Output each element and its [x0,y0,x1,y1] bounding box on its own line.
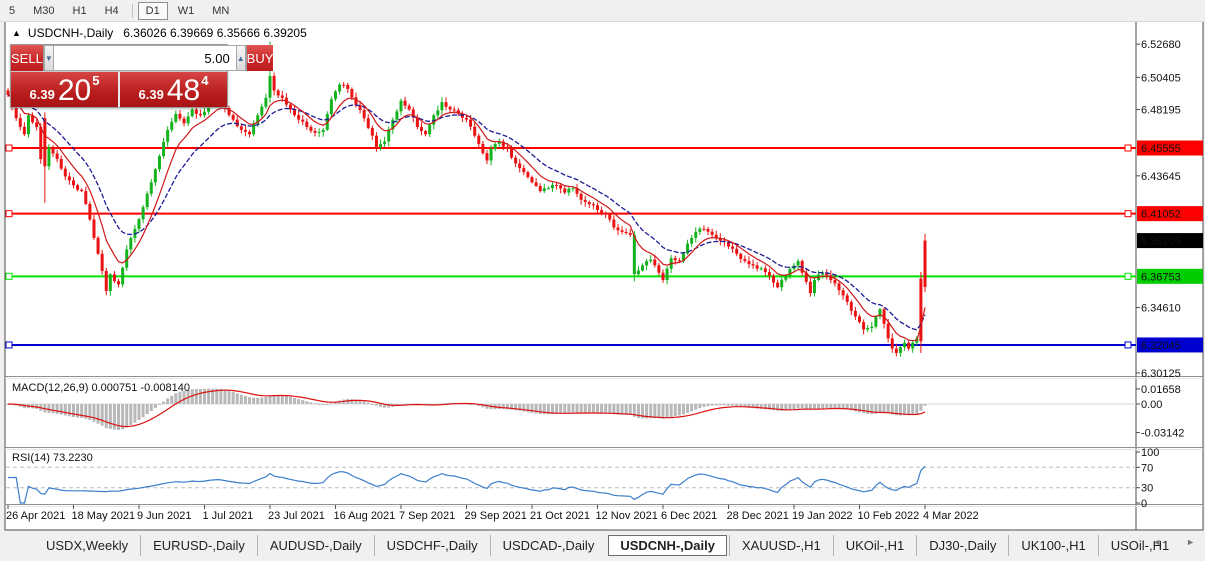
timeframe-button-h1[interactable]: H1 [72,4,87,17]
chart-header: ▲ USDCNH-,Daily 6.36026 6.39669 6.35666 … [12,26,307,40]
hline-handle[interactable] [1124,272,1132,280]
tab-usoil-h1[interactable]: USOil-,H1 [1097,534,1182,556]
tab-eurusd-daily[interactable]: EURUSD-,Daily [140,534,257,556]
one-click-trade-panel: SELL ▼ ▲ BUY 6.39 20 5 6.39 48 4 [10,44,274,108]
price-axis-tick-label: 6.52680 [1141,39,1181,51]
date-axis-label: 28 Dec 2021 [727,510,789,522]
rsi-axis-tick-label: 0 [1141,498,1147,510]
sell-price-pip-digit: 5 [92,73,100,88]
price-axis-tick-label: 6.34610 [1141,303,1181,315]
hline-handle[interactable] [5,144,13,152]
hline-handle[interactable] [1124,341,1132,349]
toolbar-divider [131,3,133,18]
date-axis-label: 29 Sep 2021 [465,510,527,522]
date-axis-label: 21 Oct 2021 [530,510,590,522]
price-axis-badge-label: 6.39205 [1141,236,1181,248]
volume-input[interactable] [53,45,236,71]
timeframe-button-mn[interactable]: MN [212,4,230,17]
timeframe-button-m5[interactable]: 5 [9,4,16,17]
tab-dj30-daily[interactable]: DJ30-,Daily [916,534,1008,556]
price-axis-badge-label: 6.45555 [1141,143,1181,155]
rsi-line [8,465,926,504]
date-axis-label: 19 Jan 2022 [792,510,853,522]
tab-xauusd-h1[interactable]: XAUUSD-,H1 [728,534,833,556]
price-axis-badge [1137,337,1203,353]
volume-decrement-button[interactable]: ▼ [43,45,54,71]
date-axis-label: 23 Jul 2021 [268,510,325,522]
chart-symbol-title: USDCNH-,Daily [27,26,114,40]
price-axis-badge-label: 6.41052 [1141,209,1181,221]
price-axis-badge-label: 6.36753 [1141,271,1181,283]
rsi-axis-tick-label: 70 [1141,462,1153,474]
tab-audusd-daily[interactable]: AUDUSD-,Daily [256,534,374,556]
date-axis-label: 12 Nov 2021 [596,510,658,522]
buy-price-pip-digit: 4 [201,73,209,88]
price-axis-badge [1137,206,1203,222]
timeframe-toolbar: 5 M30 H1 H4 D1 W1 MN [0,0,1205,22]
macd-axis-tick-label: 0.00 [1141,399,1162,411]
chart-ohlc-values: 6.36026 6.39669 6.35666 6.39205 [123,26,307,40]
one-click-panel-toggle-icon[interactable]: ▲ [12,28,21,38]
tab-ukoil-h1[interactable]: UKOil-,H1 [832,534,917,556]
hline-handle[interactable] [1124,144,1132,152]
tab-scroll-left-icon[interactable]: ◄ [1152,537,1161,547]
ma-fast-line [7,94,926,342]
date-axis-label: 6 Dec 2021 [661,510,717,522]
trade-panel-price-row: 6.39 20 5 6.39 48 4 [11,71,227,107]
tab-usdcad-daily[interactable]: USDCAD-,Daily [489,534,607,556]
sell-button[interactable]: SELL [11,45,44,71]
date-axis-label: 10 Feb 2022 [858,510,920,522]
price-axis-badge [1137,233,1203,249]
price-axis-tick-label: 6.30125 [1141,368,1181,380]
rsi-label: RSI(14) 73.2230 [12,452,93,464]
date-axis-label: 16 Aug 2021 [334,510,396,522]
tab-scroll-right-icon[interactable]: ► [1186,537,1195,547]
macd-axis-tick-label: 0.01658 [1141,384,1181,396]
trade-panel-top-row: SELL ▼ ▲ BUY [11,45,274,71]
hline-handle[interactable] [5,210,13,218]
date-axis-label: 4 Mar 2022 [923,510,979,522]
price-axis-badge [1137,268,1203,284]
chart-tab-row: USDX,Weekly EURUSD-,Daily AUDUSD-,Daily … [0,533,1205,557]
hline-handle[interactable] [1124,210,1132,218]
buy-price-big-digits: 48 [166,74,201,107]
timeframe-button-w1[interactable]: W1 [177,4,195,17]
timeframe-button-m30[interactable]: M30 [33,4,55,17]
buy-button[interactable]: BUY [245,45,274,71]
tab-usdcnh-daily[interactable]: USDCNH-,Daily [608,534,727,556]
chart-tab-bar: USDX,Weekly EURUSD-,Daily AUDUSD-,Daily … [0,531,1205,561]
timeframe-button-h4[interactable]: H4 [104,4,119,17]
timeframe-button-d1[interactable]: D1 [137,1,168,20]
date-axis-label: 18 May 2021 [72,510,136,522]
macd-signal-line [7,389,926,428]
macd-axis-tick-label: -0.03142 [1141,428,1184,440]
tab-usdx-weekly[interactable]: USDX,Weekly [46,537,129,553]
macd-label: MACD(12,26,9) 0.000751 -0.008140 [12,382,190,394]
hline-handle[interactable] [5,272,13,280]
tab-uk100-h1[interactable]: UK100-,H1 [1008,534,1097,556]
date-axis-label: 1 Jul 2021 [203,510,254,522]
volume-increment-button[interactable]: ▲ [235,45,246,71]
buy-price-box[interactable]: 6.39 48 4 [120,72,227,107]
price-axis-badge [1137,140,1203,156]
price-axis-tick-label: 6.48195 [1141,105,1181,117]
price-axis-badge-label: 6.32045 [1141,340,1181,352]
buy-price-prefix: 6.39 [138,87,164,102]
sell-price-prefix: 6.39 [29,87,55,102]
hline-handle[interactable] [5,341,13,349]
date-axis-label: 26 Apr 2021 [6,510,65,522]
macd-histogram [6,388,927,431]
date-axis-label: 7 Sep 2021 [399,510,455,522]
sell-price-big-digits: 20 [57,74,92,107]
price-axis-tick-label: 6.50405 [1141,72,1181,84]
price-axis-tick-label: 6.43645 [1141,171,1181,183]
date-axis-label: 9 Jun 2021 [137,510,191,522]
rsi-axis-tick-label: 30 [1141,483,1153,495]
tab-usdchf-daily[interactable]: USDCHF-,Daily [373,534,490,556]
rsi-axis-tick-label: 100 [1141,447,1159,459]
sell-price-box[interactable]: 6.39 20 5 [11,72,118,107]
